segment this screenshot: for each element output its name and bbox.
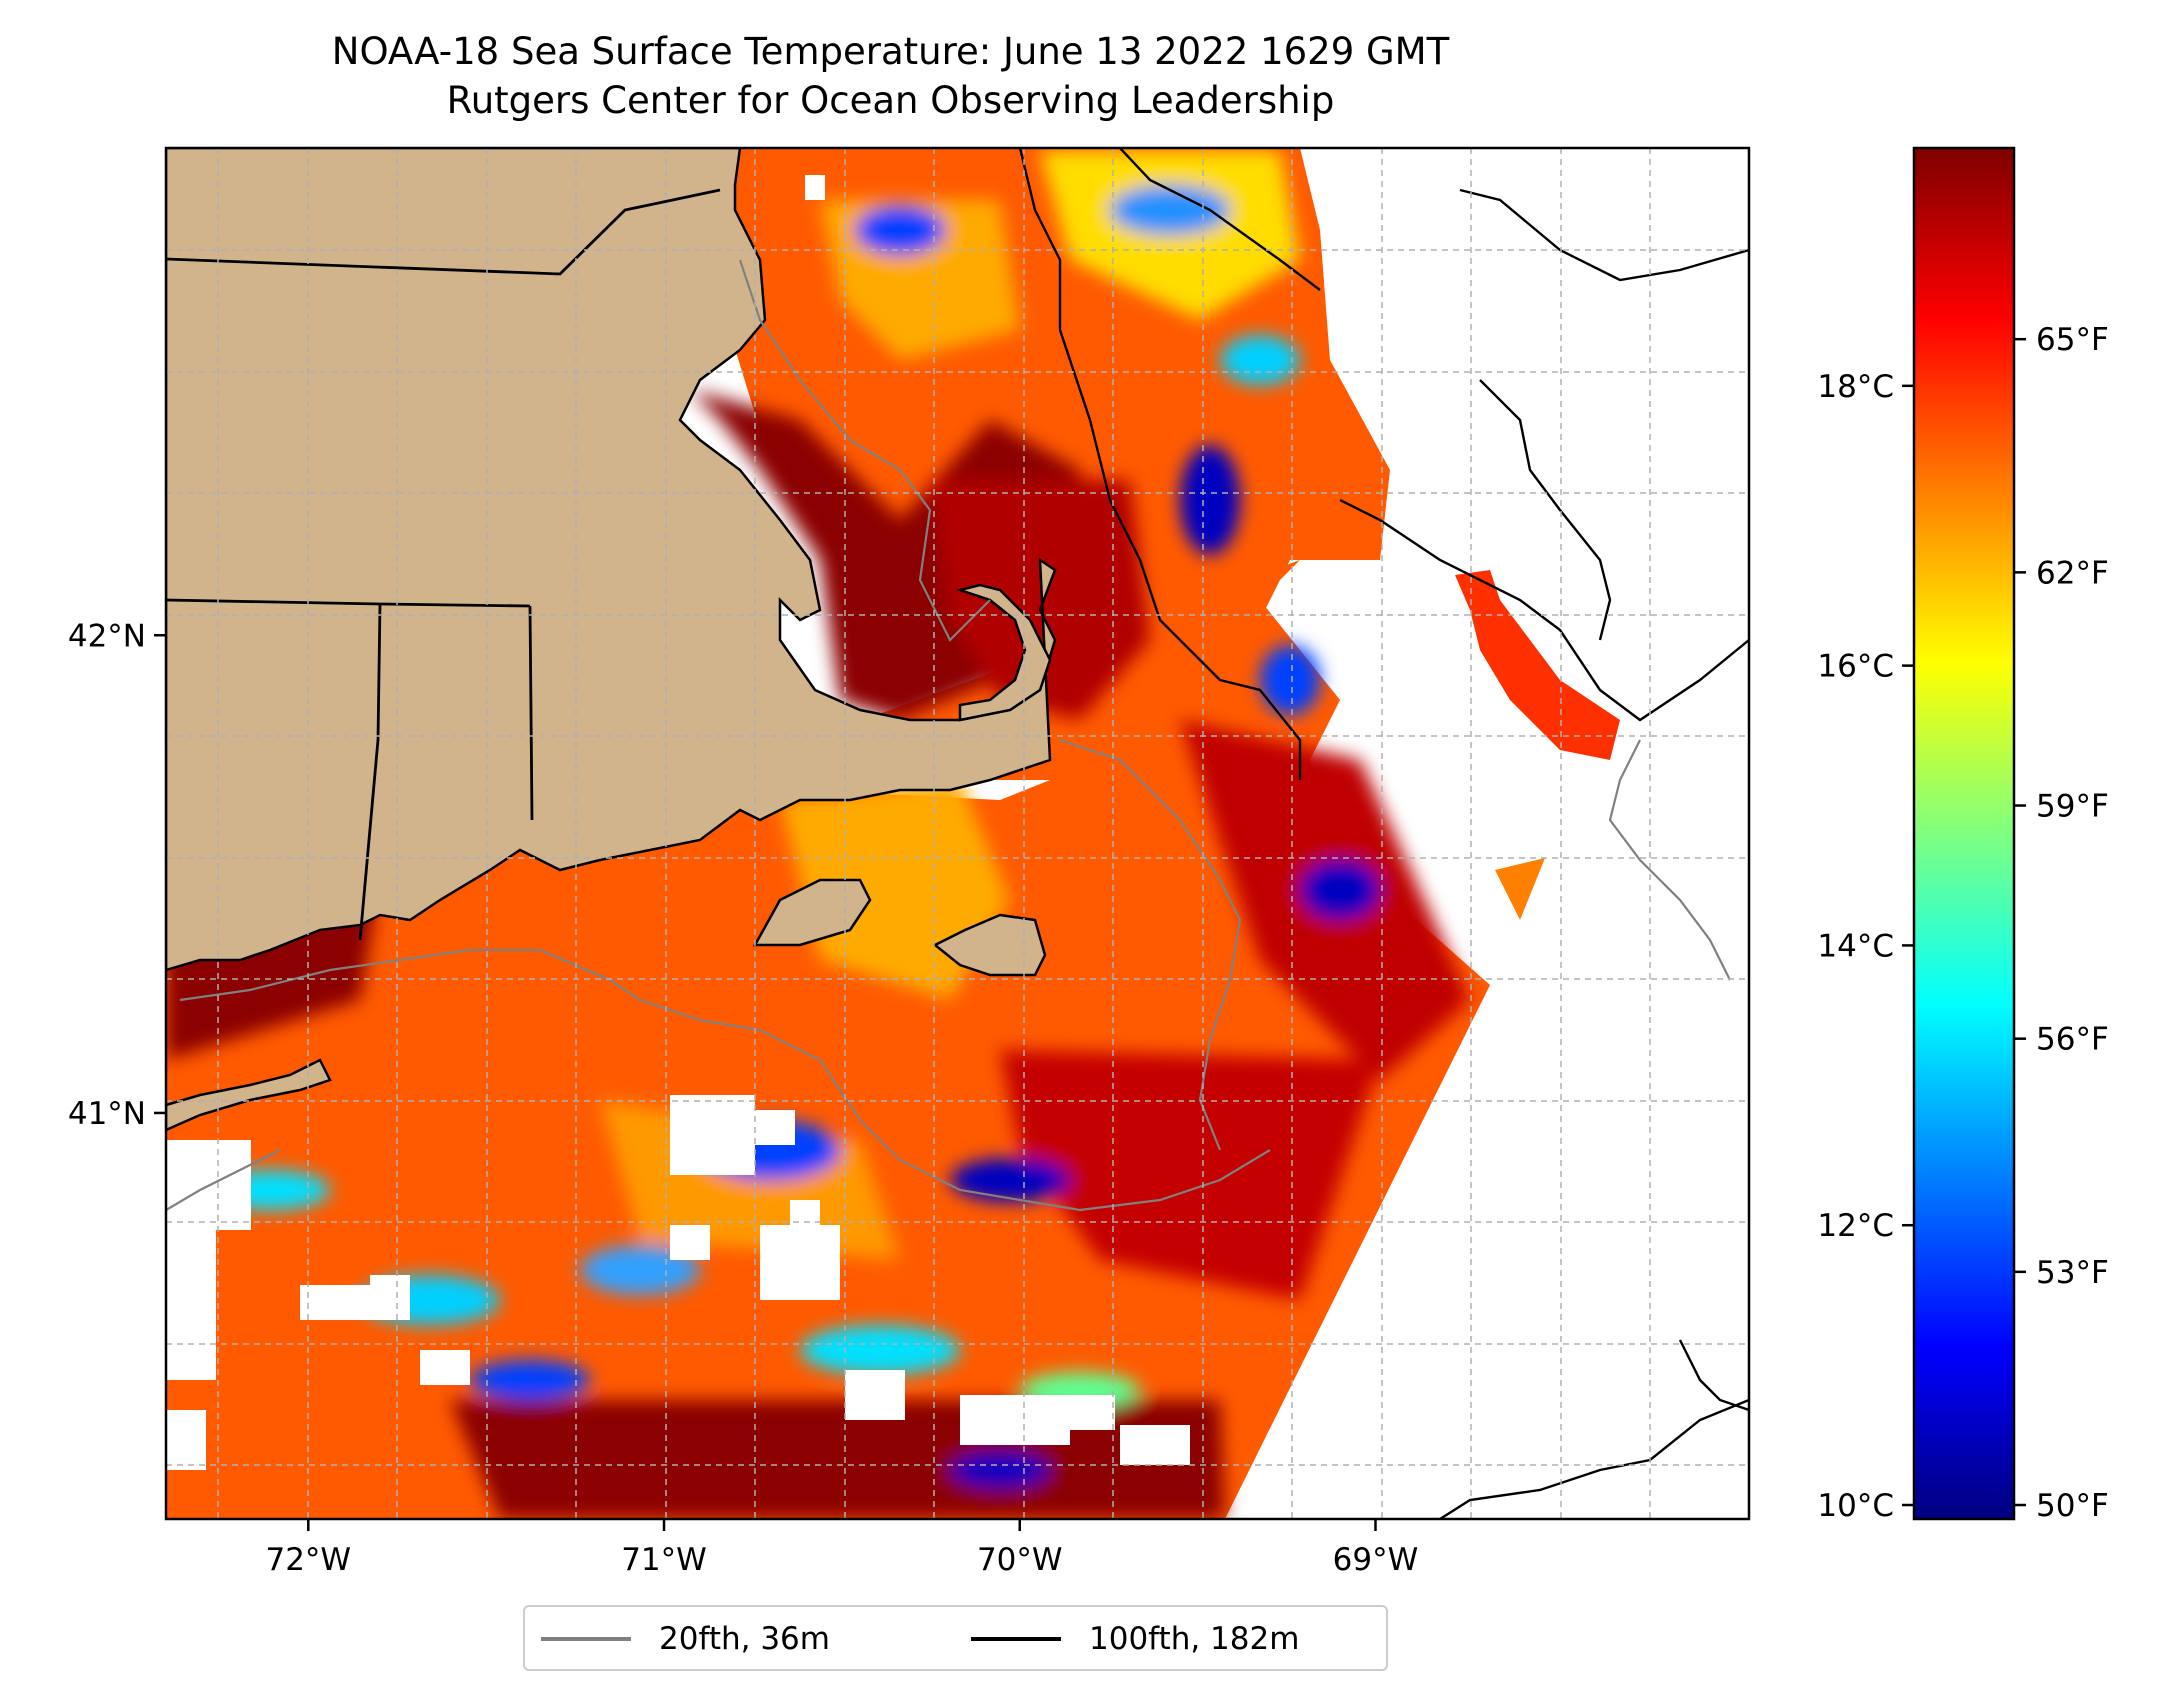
contour-100fth-fundy	[1119, 148, 1321, 291]
gridlines	[166, 148, 1749, 1519]
land	[166, 148, 1057, 1132]
cool-patch-5	[1260, 645, 1320, 715]
lat-tick-label: 42°N	[68, 618, 146, 654]
lon-tick-label: 70°W	[977, 1542, 1063, 1578]
celsius-tick-label: 10°C	[1817, 1488, 1894, 1524]
celsius-tick-label: 16°C	[1817, 649, 1894, 685]
legend-item-100fth: 100fth, 182m	[971, 1619, 1299, 1659]
missing-data-patch	[760, 1225, 840, 1300]
contour-20fth-georges	[1059, 738, 1242, 1151]
missing-data-patch	[1120, 1425, 1190, 1465]
missing-data-patch	[166, 1230, 216, 1380]
cool-patch-6	[1300, 860, 1380, 920]
depth-contour-100fth	[1018, 148, 1749, 1519]
border-ri-ma	[528, 605, 534, 821]
cool-patch-1	[855, 205, 945, 255]
cool-patch-8	[950, 1158, 1070, 1202]
fahrenheit-tick-label: 59°F	[2036, 789, 2109, 825]
land-long-island	[166, 1058, 332, 1132]
missing-data-patch	[370, 1275, 410, 1320]
lat-tick-label: 41°N	[68, 1096, 146, 1132]
lon-tick-label: 72°W	[265, 1542, 351, 1578]
legend-item-20fth: 20fth, 36m	[541, 1619, 830, 1659]
fahrenheit-tick-label: 53°F	[2036, 1255, 2109, 1291]
state-borders	[166, 188, 721, 941]
contour-20fth-west	[166, 1149, 281, 1211]
missing-data-patches	[166, 175, 1190, 1470]
celsius-tick-label: 18°C	[1817, 369, 1894, 405]
east-swath-fragment	[1495, 858, 1545, 920]
colorbar: 10°C 12°C 14°C 16°C 18°C 50°F 53°F 56°F 59°F 62°F…	[1817, 146, 2109, 1524]
legend-label-100fth: 100fth, 182m	[1089, 1621, 1300, 1657]
missing-data-patch	[790, 1200, 820, 1225]
warm-southeast-region	[1000, 1050, 1380, 1300]
sst-swath	[166, 148, 1620, 1519]
border-ma-nh	[166, 188, 721, 276]
chart-subtitle: Rutgers Center for Ocean Observing Leade…	[446, 79, 1335, 122]
east-swath-fragment	[1455, 570, 1620, 760]
missing-data-patch	[1070, 1395, 1115, 1430]
legend-swatch-gray-line	[541, 1637, 631, 1641]
contour-100fth-northeast	[1459, 188, 1749, 282]
colorbar-ticks: 10°C 12°C 14°C 16°C 18°C 50°F 53°F 56°F 59°F 62°F…	[1817, 322, 2108, 1524]
map-area	[166, 148, 1749, 1519]
cool-patch-12	[470, 1360, 590, 1400]
contour-100fth-southeast-coast	[1678, 1339, 1749, 1412]
contour-100fth-southeast	[1439, 1398, 1749, 1519]
contour-20fth-gulf	[179, 948, 1271, 1212]
chart-title: NOAA-18 Sea Surface Temperature: June 13…	[331, 30, 1450, 73]
warm-northeast-region	[930, 480, 1150, 720]
fahrenheit-tick-label: 62°F	[2036, 555, 2109, 591]
missing-data-patch	[755, 1110, 795, 1145]
cool-patch-3	[1110, 185, 1230, 235]
map-frame	[164, 146, 1751, 1521]
contour-100fth-scotian-shelf	[1479, 379, 1612, 641]
land-marthas-vineyard	[752, 878, 872, 947]
cool-patch-4	[1220, 335, 1300, 385]
land-nantucket	[932, 913, 1047, 977]
depth-contour-20fth	[166, 259, 1731, 1212]
swath-texture	[166, 150, 1470, 1519]
fahrenheit-tick-label: 65°F	[2036, 322, 2109, 358]
contour-100fth-nova-scotia	[1339, 498, 1749, 722]
cool-patch-2	[1180, 445, 1240, 555]
legend: 20fth, 36m 100fth, 182m	[523, 1605, 1388, 1671]
cool-patch-14	[800, 1325, 960, 1375]
border-ct-ri	[358, 603, 382, 941]
missing-data-patch	[420, 1350, 470, 1385]
colorbar-gradient	[1912, 146, 2016, 1521]
celsius-tick-label: 14°C	[1817, 928, 1894, 964]
contour-20fth-cape-cod	[738, 259, 991, 642]
missing-data-patch	[805, 175, 825, 200]
fahrenheit-tick-label: 56°F	[2036, 1022, 2109, 1058]
contour-20fth-east	[1608, 739, 1731, 981]
missing-data-patch	[845, 1370, 905, 1420]
land-new-england	[166, 148, 1057, 972]
missing-data-patch	[166, 1410, 206, 1470]
lon-tick-label: 71°W	[621, 1542, 707, 1578]
missing-data-patch	[300, 1285, 370, 1320]
fahrenheit-tick-label: 50°F	[2036, 1488, 2109, 1524]
contour-100fth-east	[1018, 148, 1302, 780]
legend-swatch-black-line	[971, 1637, 1061, 1641]
missing-data-patch	[960, 1395, 1070, 1445]
missing-data-patch	[670, 1095, 755, 1175]
lon-tick-label: 69°W	[1333, 1542, 1419, 1578]
cool-patch-13	[950, 1452, 1050, 1488]
missing-data-patch	[670, 1225, 710, 1260]
celsius-tick-label: 12°C	[1817, 1208, 1894, 1244]
map-axis-ticks: 72°W 71°W 70°W 69°W 42°N 41°N	[68, 618, 1418, 1578]
land-cape-cod	[955, 583, 1052, 722]
legend-label-20fth: 20fth, 36m	[659, 1621, 830, 1657]
